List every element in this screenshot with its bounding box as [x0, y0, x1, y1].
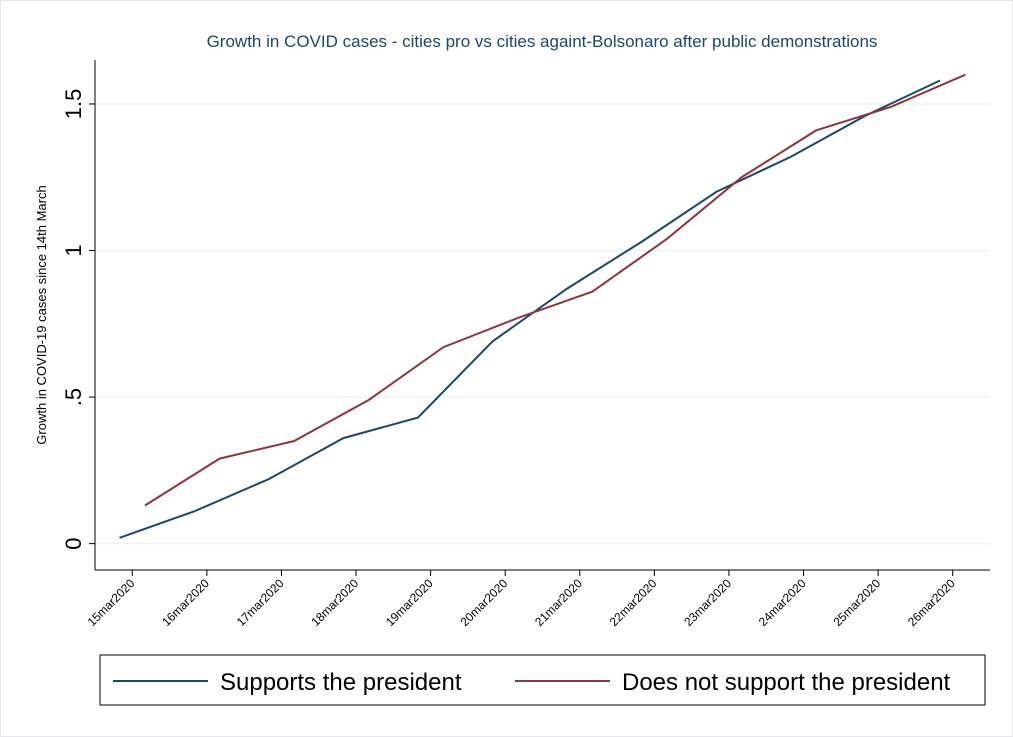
- chart-title: Growth in COVID cases - cities pro vs ci…: [207, 32, 878, 51]
- y-axis-label: Growth in COVID-19 cases since 14th Marc…: [34, 185, 49, 444]
- legend-label: Supports the president: [220, 669, 462, 696]
- y-tick-label: 0: [61, 537, 86, 549]
- y-tick-label: .5: [61, 388, 86, 406]
- legend-label: Does not support the president: [622, 669, 951, 696]
- y-tick-label: 1.5: [61, 89, 86, 120]
- series-line: [119, 79, 941, 539]
- series-line: [144, 73, 966, 507]
- y-tick-label: 1: [61, 244, 86, 256]
